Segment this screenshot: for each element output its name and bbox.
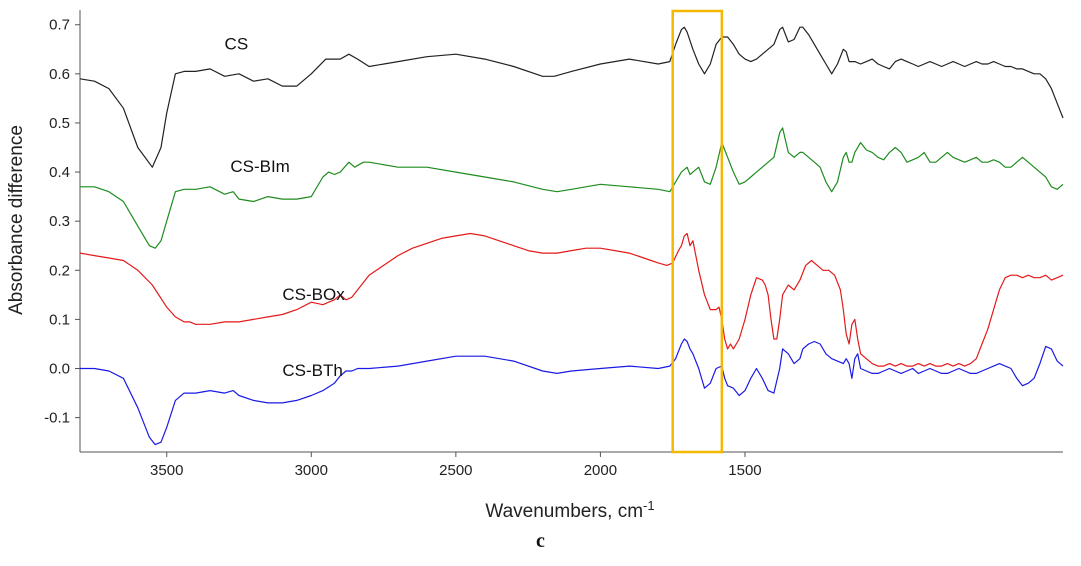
- y-tick-label: 0.7: [49, 17, 70, 34]
- y-tick-label: 0.2: [49, 262, 70, 279]
- x-axis-title-superscript: -1: [643, 498, 655, 513]
- y-tick-label: 0.3: [49, 213, 70, 230]
- y-tick-label: 0.4: [49, 164, 70, 181]
- x-tick-label: 3000: [295, 462, 328, 479]
- series-label-cs-bth: CS-BTh: [282, 361, 342, 380]
- y-tick-label: -0.1: [44, 410, 70, 427]
- highlight-region: [671, 9, 724, 454]
- series-line-cs: [79, 26, 1064, 168]
- y-tick-label: 0.5: [49, 115, 70, 132]
- series-line-cs-box: [79, 232, 1064, 367]
- y-tick-label: 0.6: [49, 66, 70, 83]
- series-labels: CS CS-BIm CS-BOx CS-BTh: [225, 34, 346, 380]
- series-label-cs: CS: [225, 34, 249, 53]
- axes: [79, 10, 1063, 453]
- y-axis-title: Absorbance difference: [6, 125, 27, 315]
- ticks: -0.1 0.0 0.1 0.2 0.3 0.4 0.5 0.6 0.7 3500 3000 2500…: [44, 17, 762, 479]
- x-tick-label: 2500: [439, 462, 472, 479]
- highlight-region-group: [671, 9, 724, 454]
- x-tick-label: 2000: [584, 462, 617, 479]
- plot-series: [79, 26, 1064, 446]
- series-line-cs-bim: [80, 127, 1064, 249]
- x-tick-label: 1500: [728, 462, 761, 479]
- series-label-cs-bim: CS-BIm: [230, 157, 290, 176]
- panel-label: c: [536, 530, 545, 552]
- y-tick-label: 0.0: [49, 361, 70, 378]
- x-tick-label: 3500: [150, 462, 183, 479]
- series-label-cs-box: CS-BOx: [282, 285, 345, 304]
- x-axis-title: Wavenumbers, cm-1: [485, 498, 654, 523]
- y-tick-label: 0.1: [49, 311, 70, 328]
- series-line-cs-bth: [80, 338, 1064, 446]
